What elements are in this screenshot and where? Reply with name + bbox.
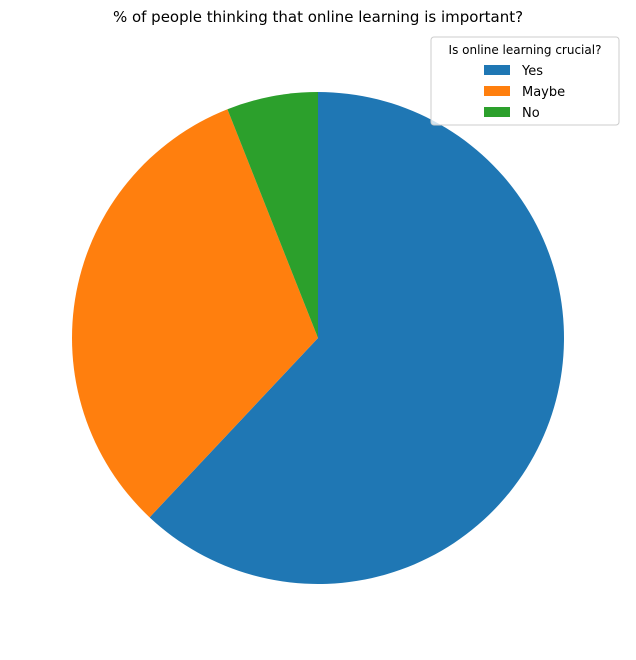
legend-frame (430, 36, 620, 126)
pie-slice-yes (149, 92, 565, 584)
pie-slices (71, 92, 565, 584)
legend-label-yes: Yes (521, 64, 543, 79)
legend-swatch-maybe (484, 86, 510, 96)
pie-slice-maybe (71, 109, 318, 518)
pie-slice-no (227, 92, 318, 338)
legend-title: Is online learning crucial? (449, 43, 602, 57)
chart-title: % of people thinking that online learnin… (113, 8, 523, 26)
legend: Is online learning crucial? Yes Maybe No (430, 36, 620, 126)
legend-swatch-yes (484, 65, 510, 75)
legend-label-maybe: Maybe (522, 85, 565, 100)
legend-swatch-no (484, 107, 510, 117)
legend-items: Yes Maybe No (484, 64, 565, 121)
legend-label-no: No (522, 106, 540, 121)
